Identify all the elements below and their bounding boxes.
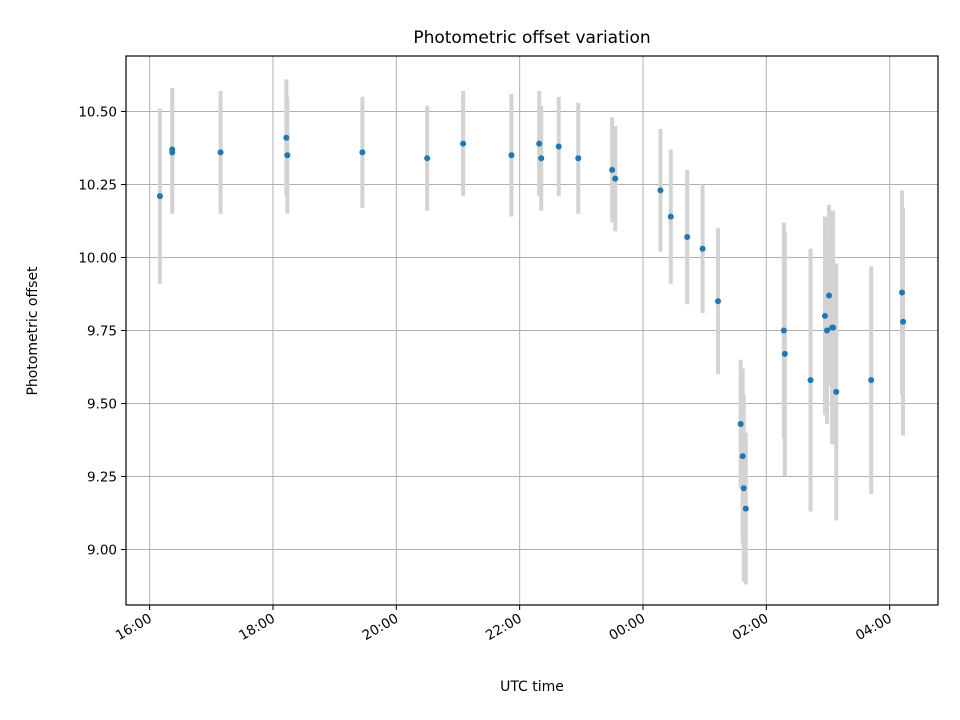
x-ticks: 16:00 18:00 20:00 22:00 00:00 02:00 04:00 <box>113 605 895 644</box>
data-point <box>424 155 431 162</box>
data-point <box>538 155 545 162</box>
x-axis-label: UTC time <box>500 679 564 695</box>
data-point <box>283 134 290 141</box>
data-point <box>284 152 291 159</box>
x-tick-label: 00:00 <box>606 611 648 644</box>
data-point <box>833 388 840 395</box>
data-point <box>169 149 176 156</box>
x-tick-label: 22:00 <box>483 611 525 644</box>
data-point <box>780 327 787 334</box>
y-tick-label: 10.50 <box>78 104 117 120</box>
y-ticks: 9.00 9.25 9.50 9.75 10.00 10.25 10.50 <box>78 104 126 559</box>
data-point <box>684 234 691 241</box>
data-point <box>612 175 619 182</box>
data-point <box>460 140 467 147</box>
y-axis-label: Photometric offset <box>25 266 41 396</box>
data-point <box>900 318 907 325</box>
chart-title: Photometric offset variation <box>413 28 650 48</box>
data-points <box>156 134 907 512</box>
data-point <box>609 166 616 173</box>
y-tick-label: 10.25 <box>78 177 117 193</box>
grid <box>126 56 938 605</box>
data-point <box>699 245 706 252</box>
x-tick-label: 04:00 <box>853 611 895 644</box>
data-point <box>667 213 674 220</box>
x-tick-label: 20:00 <box>360 611 402 644</box>
data-point <box>823 327 830 334</box>
data-point <box>555 143 562 150</box>
y-tick-label: 9.75 <box>87 324 117 340</box>
data-point <box>826 292 833 299</box>
x-tick-label: 02:00 <box>730 611 772 644</box>
data-point <box>868 377 875 384</box>
data-point <box>739 453 746 460</box>
x-tick-label: 16:00 <box>113 611 155 644</box>
data-point <box>156 193 163 200</box>
data-point <box>657 187 664 194</box>
data-point <box>740 485 747 492</box>
data-point <box>737 420 744 427</box>
data-point <box>217 149 224 156</box>
data-point <box>899 289 906 296</box>
data-point <box>575 155 582 162</box>
data-point <box>821 312 828 319</box>
error-bars <box>157 79 906 585</box>
data-point <box>536 140 543 147</box>
x-tick-label: 18:00 <box>236 611 278 644</box>
data-point <box>830 324 837 331</box>
data-point <box>715 298 722 305</box>
y-tick-label: 9.25 <box>87 470 117 486</box>
data-point <box>359 149 366 156</box>
data-point <box>807 377 814 384</box>
data-point <box>742 505 749 512</box>
y-tick-label: 9.50 <box>87 397 117 413</box>
y-tick-label: 10.00 <box>78 250 117 266</box>
y-tick-label: 9.00 <box>87 543 117 559</box>
data-point <box>508 152 515 159</box>
data-point <box>781 350 788 357</box>
